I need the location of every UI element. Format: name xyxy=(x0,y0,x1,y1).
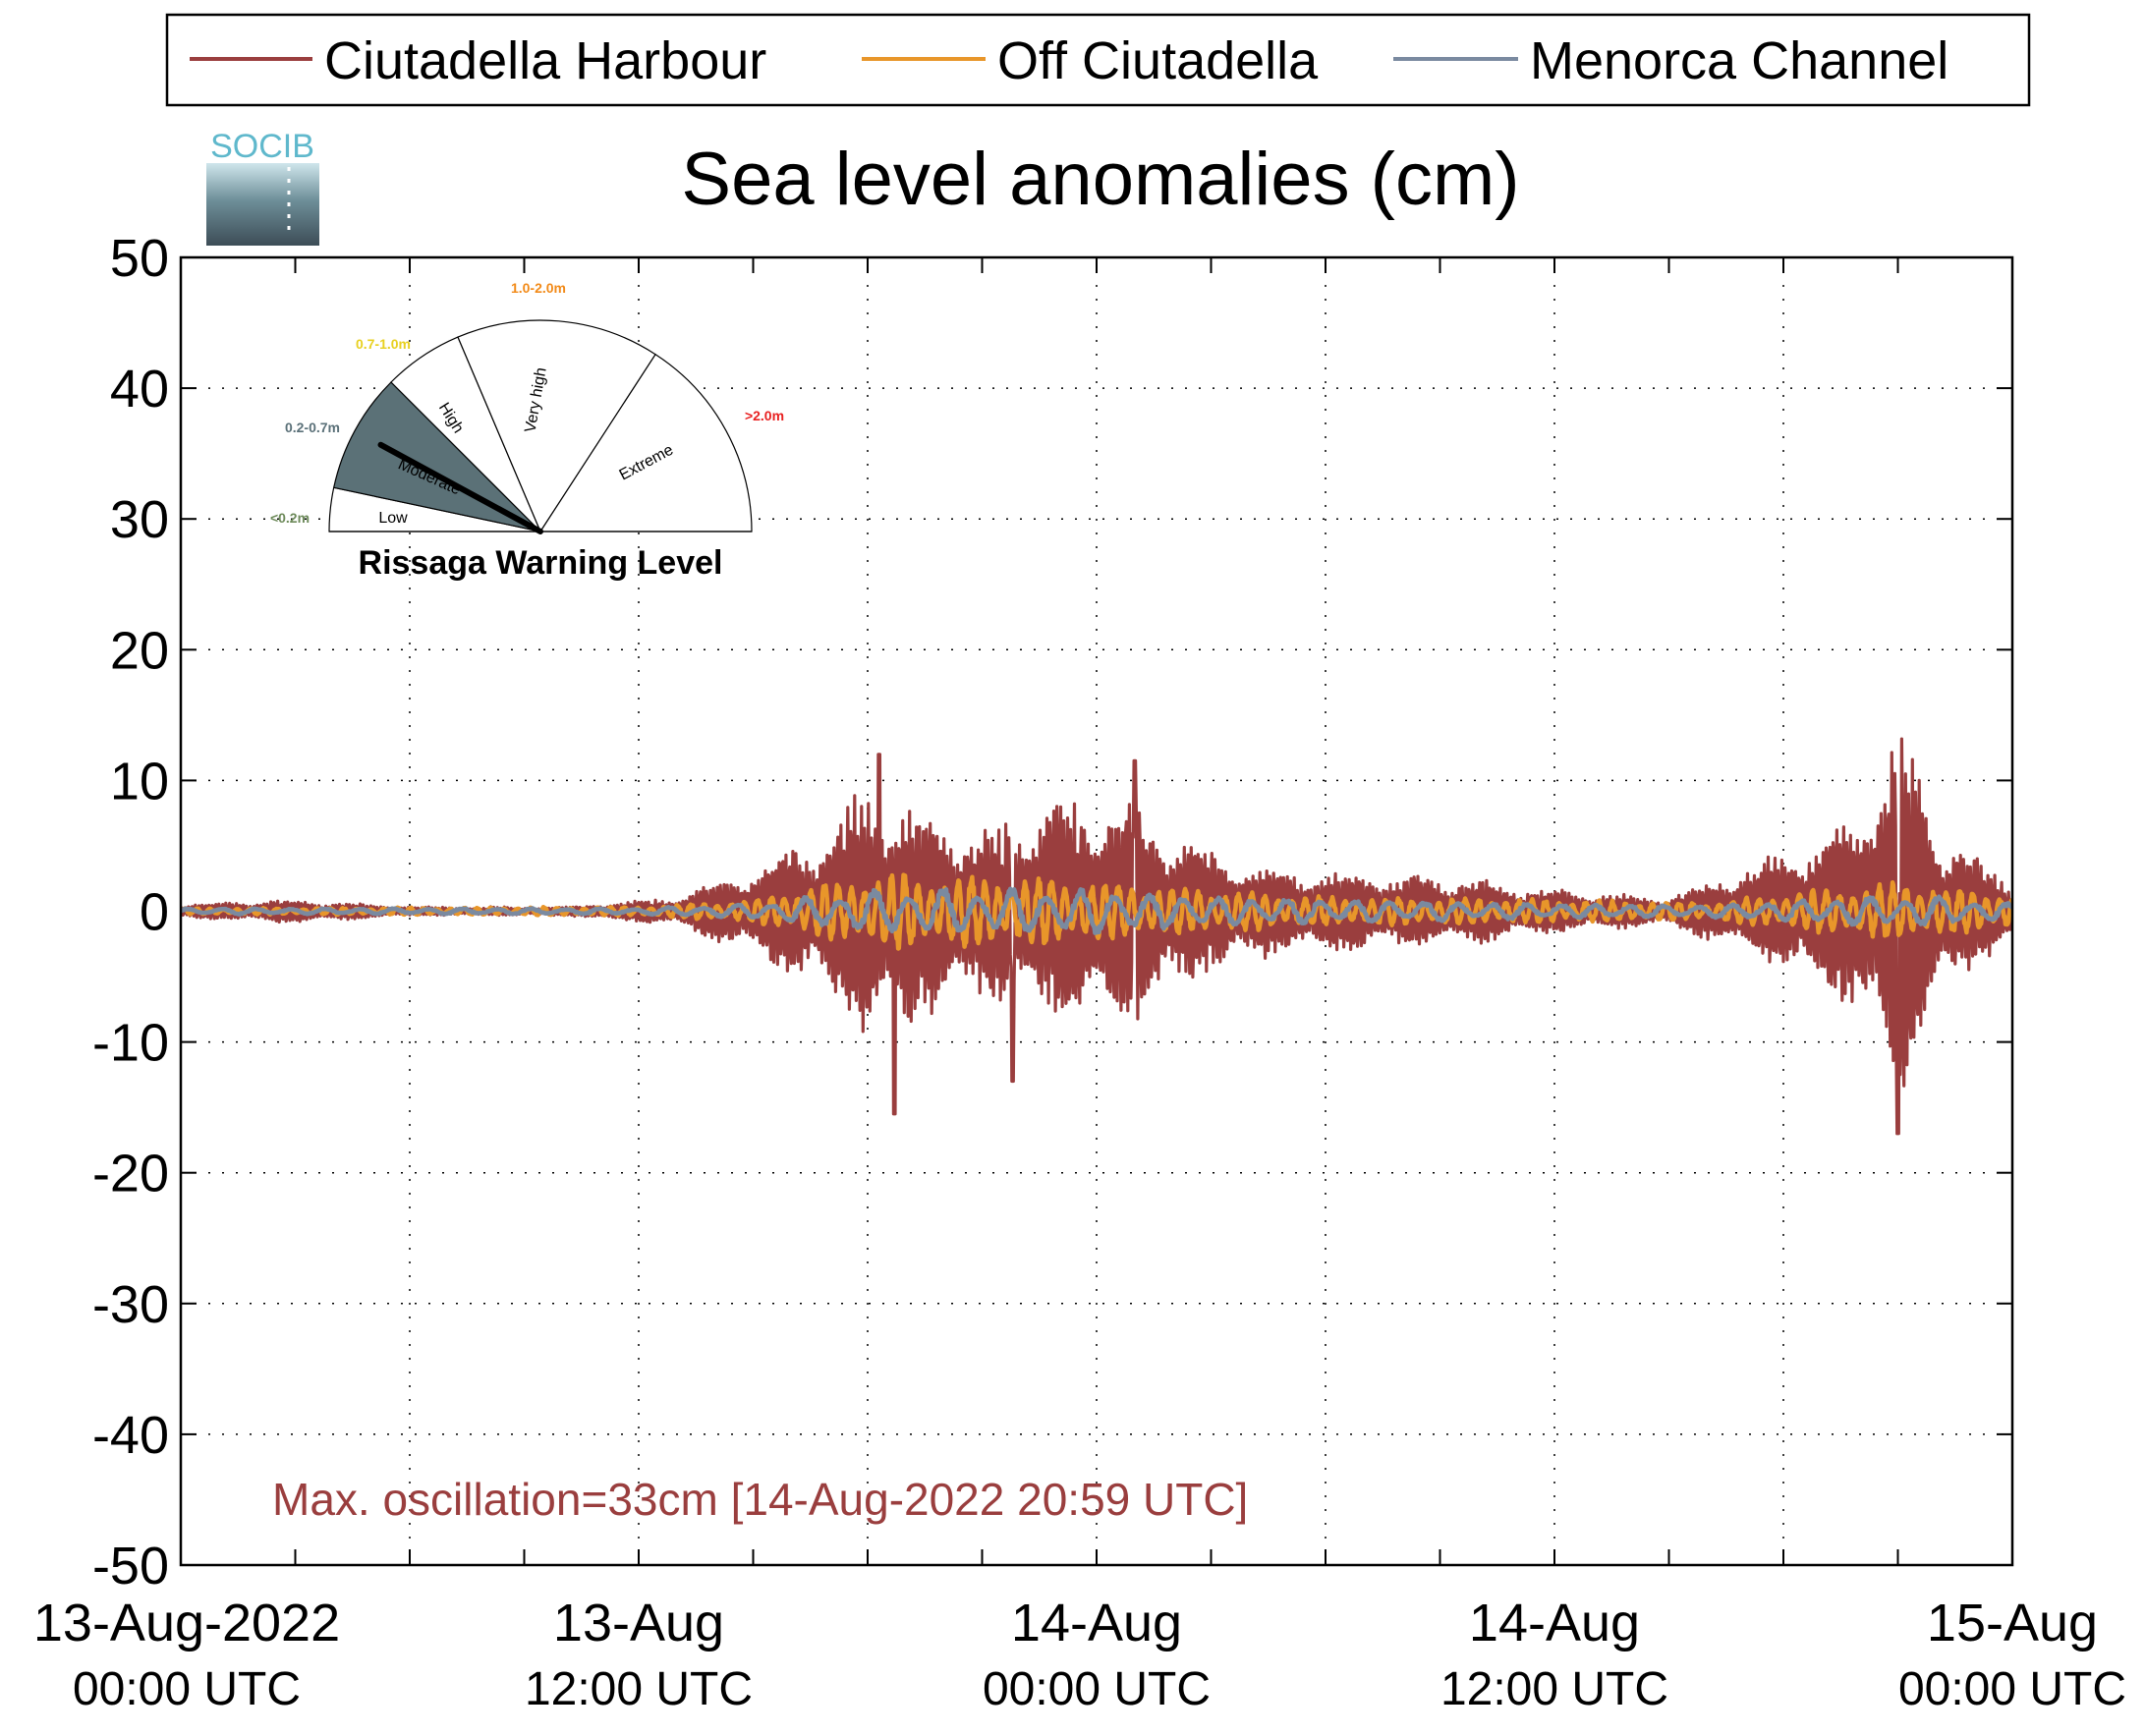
max-oscillation-annotation: Max. oscillation=33cm [14-Aug-2022 20:59… xyxy=(272,1474,1248,1525)
gauge-range-very-high: 1.0-2.0m xyxy=(511,280,566,296)
legend-item-ciutadella-harbour: Ciutadella Harbour xyxy=(190,31,766,90)
x-tick-label-time: 12:00 UTC xyxy=(525,1663,753,1715)
x-tick-label-date: 14-Aug xyxy=(1011,1594,1182,1652)
gauge-segment-extreme xyxy=(538,353,753,532)
y-tick-label: 0 xyxy=(140,883,169,942)
y-axis-tick-labels: 50 40 30 20 10 0 -10 -20 -30 -40 -50 xyxy=(92,229,169,1596)
gauge-segment-moderate xyxy=(332,381,542,533)
legend-label-off-ciutadella: Off Ciutadella xyxy=(997,31,1319,90)
x-tick-label-date: 13-Aug-2022 xyxy=(33,1594,340,1652)
legend-label-ciutadella-harbour: Ciutadella Harbour xyxy=(324,31,766,90)
chart-title: Sea level anomalies (cm) xyxy=(681,138,1519,221)
gauge-label-low: Low xyxy=(378,510,408,527)
x-tick-label-date: 13-Aug xyxy=(553,1594,724,1652)
socib-logo-block xyxy=(206,163,319,246)
legend-item-menorca-channel: Menorca Channel xyxy=(1393,31,1948,90)
y-tick-label: 50 xyxy=(110,229,169,288)
x-tick-label-date: 14-Aug xyxy=(1469,1594,1640,1652)
socib-logo: SOCIB xyxy=(206,128,319,246)
gauge-segment-very-high xyxy=(457,319,656,533)
gauge-title: Rissaga Warning Level xyxy=(359,544,723,582)
y-tick-label: 10 xyxy=(110,752,169,811)
legend-label-menorca-channel: Menorca Channel xyxy=(1530,31,1948,90)
y-tick-label: -40 xyxy=(92,1406,169,1465)
y-tick-label: -50 xyxy=(92,1537,169,1596)
series-line-menorca-channel xyxy=(181,886,2012,935)
gauge-range-moderate: 0.2-0.7m xyxy=(285,420,340,435)
x-tick-label-date: 15-Aug xyxy=(1927,1594,2098,1652)
gauge-needle xyxy=(377,441,543,534)
gauge-range-extreme: >2.0m xyxy=(745,408,784,423)
y-tick-label: 40 xyxy=(110,360,169,419)
gauge-range-high: 0.7-1.0m xyxy=(356,336,411,352)
x-tick-label-time: 00:00 UTC xyxy=(1898,1663,2126,1715)
legend: Ciutadella Harbour Off Ciutadella Menorc… xyxy=(165,13,2031,107)
plot-frame xyxy=(179,255,2014,1567)
series-lines xyxy=(181,737,2012,1136)
y-tick-label: -20 xyxy=(92,1145,169,1204)
legend-item-off-ciutadella: Off Ciutadella xyxy=(862,31,1319,90)
socib-logo-text: SOCIB xyxy=(210,128,314,165)
x-tick-label-time: 12:00 UTC xyxy=(1440,1663,1668,1715)
x-tick-label-time: 00:00 UTC xyxy=(983,1663,1211,1715)
legend-box xyxy=(165,13,2031,107)
y-tick-label: 30 xyxy=(110,490,169,549)
x-tick-label-time: 00:00 UTC xyxy=(73,1663,301,1715)
gauge-range-low: <0.2m xyxy=(270,510,310,526)
y-tick-label: -30 xyxy=(92,1275,169,1334)
x-axis-tick-labels: 13-Aug-2022 00:00 UTC 13-Aug 12:00 UTC 14-Au… xyxy=(33,1594,2126,1715)
y-tick-label: 20 xyxy=(110,621,169,680)
y-tick-label: -10 xyxy=(92,1014,169,1073)
